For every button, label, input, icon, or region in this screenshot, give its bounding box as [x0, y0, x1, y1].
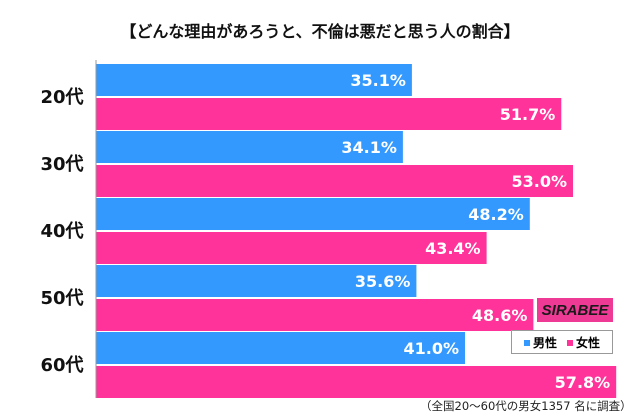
category-label: 40代	[40, 221, 83, 242]
bar	[96, 165, 573, 197]
legend-item-male: 男性	[523, 334, 557, 351]
bar	[96, 299, 534, 331]
data-label: 57.8%	[555, 373, 611, 392]
data-label: 53.0%	[511, 172, 567, 191]
legend: 男性 女性	[511, 330, 613, 354]
data-label: 35.1%	[350, 71, 406, 90]
bar	[96, 98, 562, 130]
footnote: （全国20～60代の男女1357 名に調査）	[420, 399, 632, 413]
chart-title: 【どんな理由があろうと、不倫は悪だと思う人の割合】	[120, 22, 520, 41]
data-label: 41.0%	[403, 339, 459, 358]
legend-item-female: 女性	[567, 334, 600, 351]
bar	[96, 64, 412, 96]
bar	[96, 265, 417, 297]
category-label: 20代	[40, 87, 83, 108]
sirabee-logo: SIRABEE	[537, 298, 613, 322]
legend-swatch	[523, 340, 530, 346]
bar	[96, 232, 487, 264]
bar	[96, 131, 403, 163]
legend-swatch	[567, 340, 573, 346]
bar	[96, 366, 617, 398]
data-label: 43.4%	[425, 239, 481, 258]
data-label: 48.2%	[468, 205, 524, 224]
bar	[96, 198, 530, 230]
data-label: 48.6%	[472, 306, 528, 325]
data-label: 35.6%	[355, 272, 411, 291]
bar	[96, 332, 465, 364]
category-label: 50代	[40, 288, 83, 309]
category-label: 30代	[40, 154, 83, 175]
data-label: 51.7%	[500, 105, 556, 124]
data-label: 34.1%	[341, 138, 397, 157]
category-label: 60代	[40, 355, 83, 376]
